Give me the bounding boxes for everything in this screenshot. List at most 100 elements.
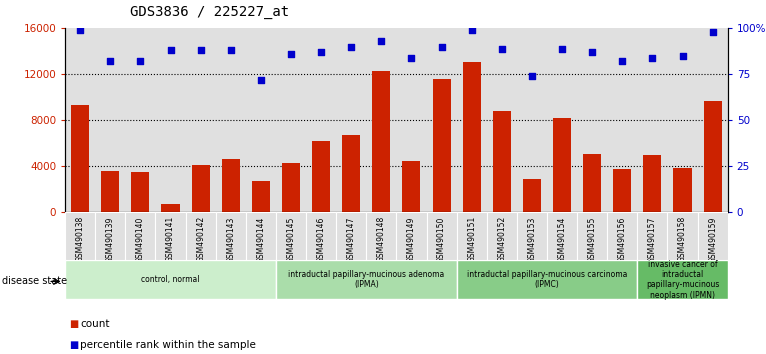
- Bar: [221, 160, 240, 212]
- Bar: [523, 179, 541, 212]
- Bar: [246, 212, 276, 260]
- Text: GSM490159: GSM490159: [708, 216, 717, 263]
- Bar: [95, 212, 126, 260]
- Bar: [306, 212, 336, 260]
- Bar: [372, 71, 391, 212]
- Text: GSM490148: GSM490148: [377, 216, 386, 262]
- Point: [435, 44, 447, 50]
- Point: [616, 59, 628, 64]
- Bar: [667, 212, 698, 260]
- Text: GSM490149: GSM490149: [407, 216, 416, 263]
- Bar: [162, 204, 179, 212]
- Point: [556, 46, 568, 51]
- Bar: [493, 111, 511, 212]
- Bar: [433, 79, 450, 212]
- Bar: [607, 212, 637, 260]
- Bar: [547, 212, 577, 260]
- Point: [375, 38, 388, 44]
- Point: [285, 51, 297, 57]
- Text: GSM490156: GSM490156: [618, 216, 627, 263]
- Bar: [216, 212, 246, 260]
- Point: [165, 47, 177, 53]
- Bar: [583, 154, 601, 212]
- Bar: [517, 212, 547, 260]
- Point: [466, 27, 478, 33]
- Text: GSM490154: GSM490154: [558, 216, 567, 263]
- Text: GSM490151: GSM490151: [467, 216, 476, 262]
- Bar: [637, 212, 667, 260]
- Bar: [312, 141, 330, 212]
- Text: GSM490146: GSM490146: [316, 216, 326, 263]
- Text: intraductal papillary-mucinous adenoma
(IPMA): intraductal papillary-mucinous adenoma (…: [288, 270, 444, 289]
- Bar: [673, 167, 692, 212]
- Text: GSM490152: GSM490152: [497, 216, 506, 262]
- Point: [586, 50, 598, 55]
- Bar: [132, 172, 149, 212]
- Point: [706, 29, 719, 35]
- Text: GSM490139: GSM490139: [106, 216, 115, 263]
- Bar: [397, 212, 427, 260]
- Bar: [366, 212, 397, 260]
- Bar: [336, 212, 366, 260]
- Text: GSM490144: GSM490144: [257, 216, 265, 263]
- Point: [345, 44, 358, 50]
- Text: GSM490158: GSM490158: [678, 216, 687, 262]
- Bar: [637, 260, 728, 299]
- Text: GSM490143: GSM490143: [226, 216, 235, 263]
- Point: [195, 47, 207, 53]
- Point: [104, 59, 116, 64]
- Bar: [402, 161, 421, 212]
- Text: GDS3836 / 225227_at: GDS3836 / 225227_at: [130, 5, 290, 19]
- Point: [224, 47, 237, 53]
- Point: [525, 73, 538, 79]
- Text: ■: ■: [69, 340, 78, 350]
- Text: invasive cancer of
intraductal
papillary-mucinous
neoplasm (IPMN): invasive cancer of intraductal papillary…: [646, 259, 719, 300]
- Text: GSM490138: GSM490138: [76, 216, 85, 262]
- Text: GSM490141: GSM490141: [166, 216, 175, 262]
- Text: GSM490153: GSM490153: [528, 216, 536, 263]
- Point: [315, 50, 327, 55]
- Text: percentile rank within the sample: percentile rank within the sample: [80, 340, 257, 350]
- Bar: [101, 171, 119, 212]
- Bar: [282, 163, 300, 212]
- Text: GSM490142: GSM490142: [196, 216, 205, 262]
- Bar: [553, 118, 571, 212]
- Bar: [65, 260, 276, 299]
- Point: [405, 55, 417, 61]
- Text: ■: ■: [69, 319, 78, 329]
- Text: count: count: [80, 319, 110, 329]
- Text: GSM490155: GSM490155: [588, 216, 597, 263]
- Text: GSM490147: GSM490147: [347, 216, 355, 263]
- Text: GSM490150: GSM490150: [437, 216, 446, 263]
- Text: intraductal papillary-mucinous carcinoma
(IPMC): intraductal papillary-mucinous carcinoma…: [466, 270, 627, 289]
- Text: control, normal: control, normal: [141, 275, 200, 284]
- Bar: [577, 212, 607, 260]
- Point: [255, 77, 267, 83]
- Bar: [65, 212, 95, 260]
- Bar: [252, 181, 270, 212]
- Bar: [457, 260, 637, 299]
- Text: GSM490157: GSM490157: [648, 216, 657, 263]
- Bar: [457, 212, 486, 260]
- Point: [676, 53, 689, 59]
- Bar: [185, 212, 216, 260]
- Text: GSM490140: GSM490140: [136, 216, 145, 263]
- Bar: [486, 212, 517, 260]
- Bar: [427, 212, 457, 260]
- Bar: [126, 212, 155, 260]
- Text: disease state: disease state: [2, 276, 67, 286]
- Bar: [342, 135, 360, 212]
- Bar: [698, 212, 728, 260]
- Text: GSM490145: GSM490145: [286, 216, 296, 263]
- Bar: [155, 212, 185, 260]
- Bar: [276, 260, 457, 299]
- Point: [134, 59, 146, 64]
- Bar: [643, 155, 661, 212]
- Point: [496, 46, 508, 51]
- Point: [74, 27, 87, 33]
- Bar: [614, 169, 631, 212]
- Point: [647, 55, 659, 61]
- Bar: [463, 62, 481, 212]
- Bar: [276, 212, 306, 260]
- Bar: [71, 105, 89, 212]
